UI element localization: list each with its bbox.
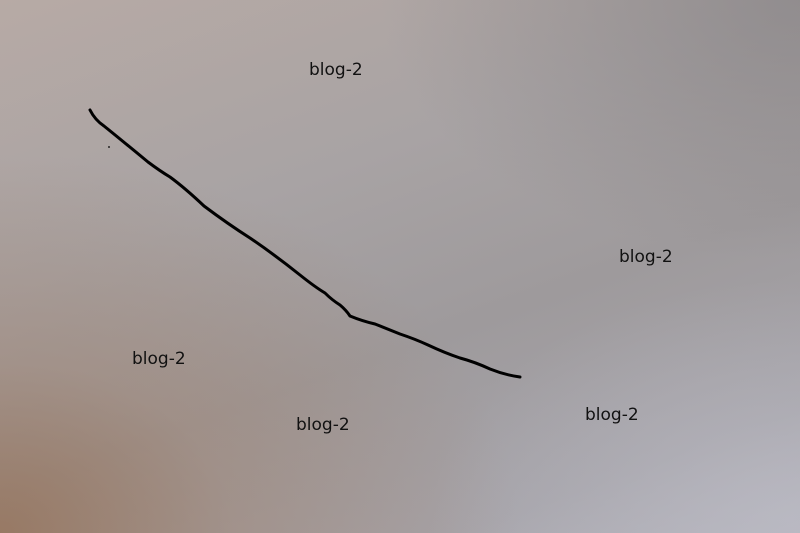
blog-label-bottom-right: blog-2 [585, 405, 639, 425]
blog-label-left: blog-2 [132, 349, 186, 369]
blog-label-bottom-center: blog-2 [296, 415, 350, 435]
blog-label-right: blog-2 [619, 247, 673, 267]
freehand-stroke [88, 108, 522, 379]
stray-dot [108, 146, 110, 148]
blog-label-top: blog-2 [309, 60, 363, 80]
